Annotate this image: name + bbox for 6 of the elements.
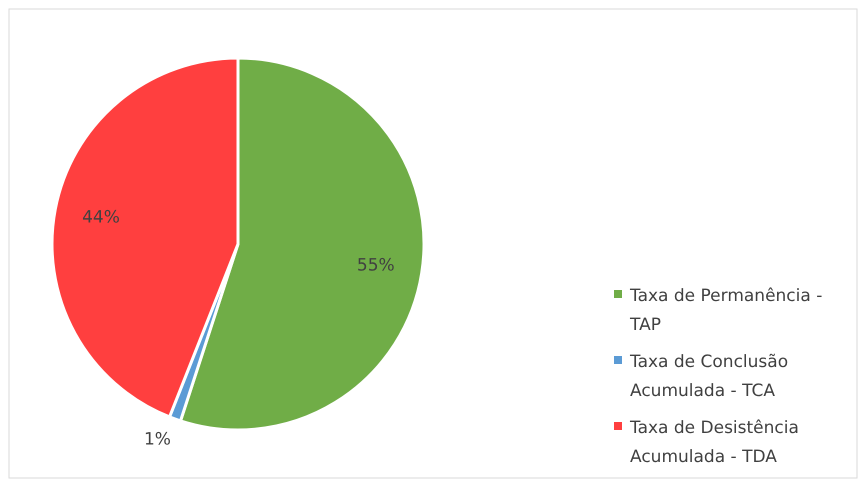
data-label: 1% [144,430,171,450]
data-label: 44% [82,208,120,228]
legend-label: Taxa de Conclusão Acumulada - TCA [629,352,788,401]
legend-label: Taxa de Desistência Acumulada - TDA [629,418,799,467]
data-label: 55% [356,255,395,276]
legend-label: Taxa de Permanência - TAP [629,286,822,335]
